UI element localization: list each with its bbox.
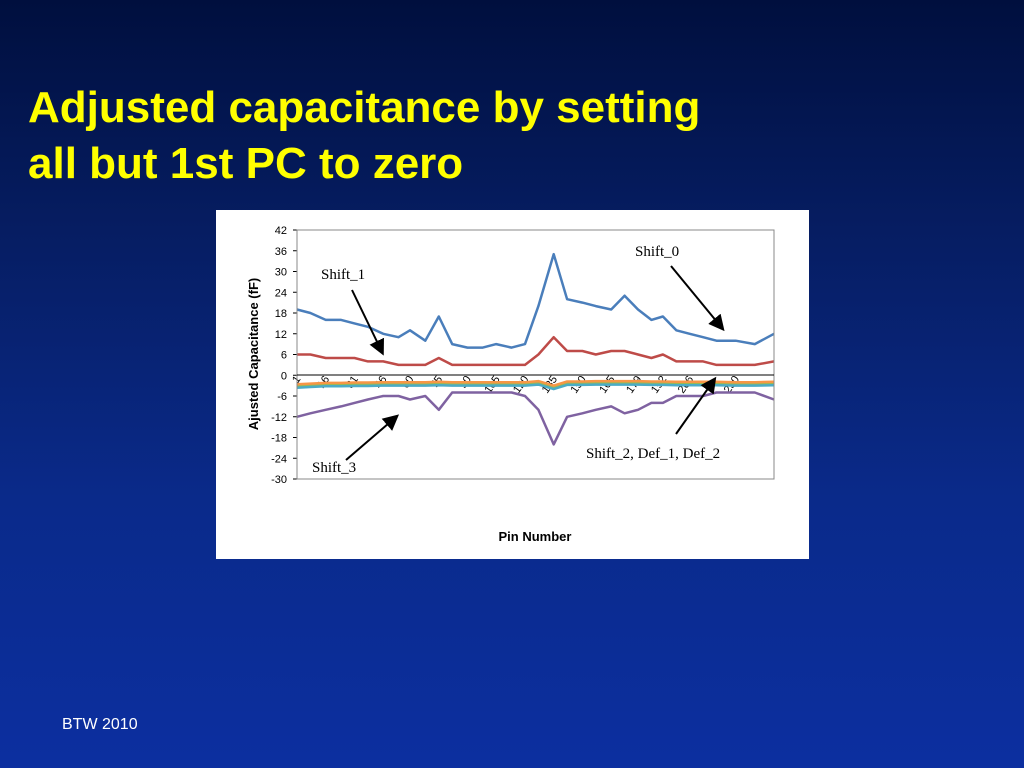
y-tick-label: -12 <box>271 412 287 424</box>
series-line <box>296 383 775 391</box>
chart-figure: 42 36 30 24 18 12 6 0 -6 -12 -18 -24 -30 1 16 31 46 60 75… <box>216 210 809 559</box>
annotation-shift-1: Shift_1 <box>321 267 365 283</box>
y-tick-label: 30 <box>275 267 287 279</box>
slide-title-line-1: Adjusted capacitance by setting <box>28 83 701 132</box>
y-tick-label: -6 <box>277 391 287 403</box>
y-tick-label: 6 <box>281 350 287 362</box>
annotation-shift-2-def: Shift_2, Def_1, Def_2 <box>586 446 720 462</box>
y-tick-label: -18 <box>271 433 287 445</box>
series-line <box>296 391 775 446</box>
series-line <box>296 379 775 387</box>
series-line <box>297 335 775 367</box>
y-tick-label: -30 <box>271 474 287 486</box>
plot-area-border <box>296 229 775 480</box>
y-tick-label: 18 <box>275 308 287 320</box>
slide-title-line-2: all but 1st PC to zero <box>28 139 464 188</box>
arrow-shift-0 <box>670 265 725 332</box>
slide-title: Adjusted capacitance by setting all but … <box>28 80 928 192</box>
footer-text: BTW 2010 <box>62 716 138 733</box>
series-line <box>296 381 775 389</box>
arrow-shift-3 <box>345 414 400 461</box>
y-axis-title: Ajusted Capacitance (fF) <box>246 278 261 430</box>
y-tick-label: 36 <box>275 246 287 258</box>
y-tick-label: 42 <box>275 225 287 237</box>
y-tick-label: 12 <box>275 329 287 341</box>
arrow-shift-2-def <box>675 376 717 435</box>
series-line <box>296 252 775 349</box>
y-tick-label: 0 <box>281 370 287 382</box>
arrow-shift-1 <box>351 289 384 356</box>
annotation-shift-3: Shift_3 <box>312 460 356 476</box>
x-axis-title: Pin Number <box>499 529 572 544</box>
y-tick-label: -24 <box>271 453 287 465</box>
y-tick-label: 24 <box>275 287 287 299</box>
annotation-shift-0: Shift_0 <box>635 244 679 260</box>
